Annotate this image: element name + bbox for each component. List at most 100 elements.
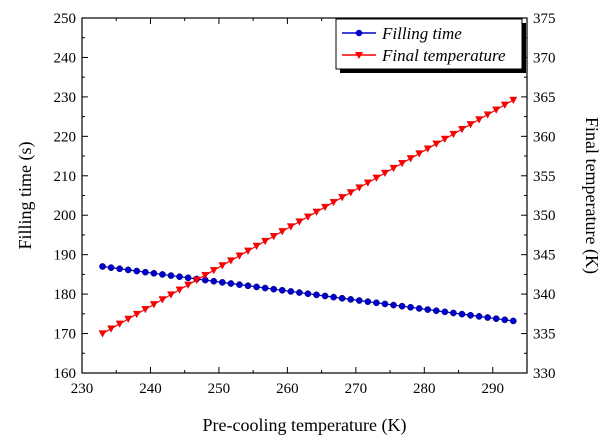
filling-time-point [244, 282, 252, 290]
final-temperature-point [209, 267, 218, 275]
final-temperature-point [149, 301, 158, 309]
filling-time-point [124, 266, 132, 274]
y2-tick-label: 375 [533, 11, 556, 27]
final-temperature-point [175, 286, 184, 294]
final-temperature-point [432, 140, 441, 148]
final-temperature-point [338, 194, 347, 202]
x-tick-label: 240 [139, 381, 162, 397]
filling-time-point [355, 297, 363, 304]
final-temperature-point [226, 257, 235, 265]
final-temperature-point [184, 281, 193, 289]
filling-time-point [381, 300, 389, 308]
final-temperature-point [372, 174, 381, 182]
final-temperature-point [218, 262, 227, 270]
final-temperature-point [363, 179, 372, 187]
filling-time-point [176, 273, 183, 281]
filling-time-point [398, 302, 406, 310]
x-axis-label: Pre-cooling temperature (K) [203, 415, 407, 435]
final-temperature-point [440, 135, 449, 143]
filling-time-point [330, 293, 337, 301]
final-temperature-point [107, 325, 116, 333]
filling-time-point [509, 317, 517, 325]
filling-time-point [321, 292, 329, 300]
filling-time-point [133, 267, 141, 275]
final-temperature-point [158, 296, 167, 304]
filling-time-point [484, 314, 491, 321]
filling-time-point [184, 274, 192, 282]
x-tick-label: 270 [345, 381, 368, 397]
y2-tick-label: 330 [533, 366, 556, 382]
filling-time-point [116, 265, 124, 273]
final-temperature-point [141, 306, 150, 314]
filling-time-point [167, 272, 175, 279]
final-temperature-point [355, 184, 364, 192]
filling-time-point [450, 309, 457, 317]
y-tick-label: 220 [54, 129, 77, 145]
filling-time-point [270, 285, 278, 293]
final-temperature-point [244, 247, 252, 255]
final-temperature-point [98, 330, 107, 338]
legend-label-1: Final temperature [381, 46, 506, 65]
filling-time-point [313, 291, 320, 299]
final-temperature-point [500, 101, 509, 109]
y-tick-label: 250 [54, 11, 77, 27]
final-temperature-point [466, 121, 475, 129]
final-temperature-point [321, 203, 329, 212]
filling-time-point [150, 269, 158, 277]
final-temperature-point [261, 237, 270, 246]
final-temperature-point [346, 189, 355, 197]
x-tick-label: 260 [276, 381, 299, 397]
final-temperature-point [252, 242, 261, 251]
y-tick-label: 210 [54, 169, 77, 185]
y2-tick-label: 345 [533, 248, 556, 264]
y-tick-label: 190 [54, 248, 77, 264]
final-temperature-point [415, 150, 424, 158]
filling-time-point [501, 316, 509, 324]
filling-time-point [407, 303, 414, 311]
y2-tick-label: 370 [533, 50, 556, 66]
filling-time-point [432, 307, 440, 315]
y2-tick-label: 350 [533, 208, 556, 224]
filling-time-point [261, 284, 269, 292]
y2-tick-label: 355 [533, 169, 556, 185]
x-tick-label: 290 [482, 381, 505, 397]
final-temperature-point [381, 169, 389, 178]
final-temperature-point [235, 252, 244, 260]
filling-time-point [210, 277, 218, 285]
final-temperature-point [398, 160, 406, 168]
final-temperature-point [269, 233, 278, 241]
final-temperature-point [192, 276, 201, 285]
final-temperature-point [483, 111, 492, 119]
x-tick-label: 230 [71, 381, 94, 397]
filling-time-point [287, 288, 295, 295]
final-temperature-point [389, 164, 398, 173]
legend-box [335, 18, 523, 70]
filling-time-point [441, 308, 449, 316]
filling-time-point [278, 286, 286, 294]
x-tick-label: 250 [208, 381, 231, 397]
y-tick-label: 180 [54, 287, 77, 303]
filling-time-point [415, 305, 423, 312]
y2-tick-label: 340 [533, 287, 556, 303]
legend-label-0: Filling time [381, 24, 462, 43]
filling-time-point [141, 268, 149, 276]
y-tick-label: 170 [54, 327, 77, 343]
filling-time-point [390, 301, 397, 309]
filling-time-point [296, 289, 303, 296]
final-temperature-point [295, 218, 304, 226]
final-temperature-point [509, 96, 518, 105]
filling-time-point [253, 283, 260, 291]
final-temperature-point [167, 291, 175, 299]
legend-marker-filling-time [355, 29, 363, 37]
filling-time-point [458, 310, 466, 318]
filling-time-point [304, 290, 312, 298]
filling-time-point [218, 279, 226, 286]
filling-time-point [424, 306, 432, 313]
legend-marker-final-temperature [355, 52, 363, 59]
final-temperature-point [458, 126, 466, 134]
filling-time-point [492, 315, 500, 323]
y-tick-label: 200 [54, 208, 77, 224]
filling-time-point [236, 281, 243, 288]
y2-tick-label: 335 [533, 327, 556, 343]
final-temperature-point [492, 106, 501, 114]
